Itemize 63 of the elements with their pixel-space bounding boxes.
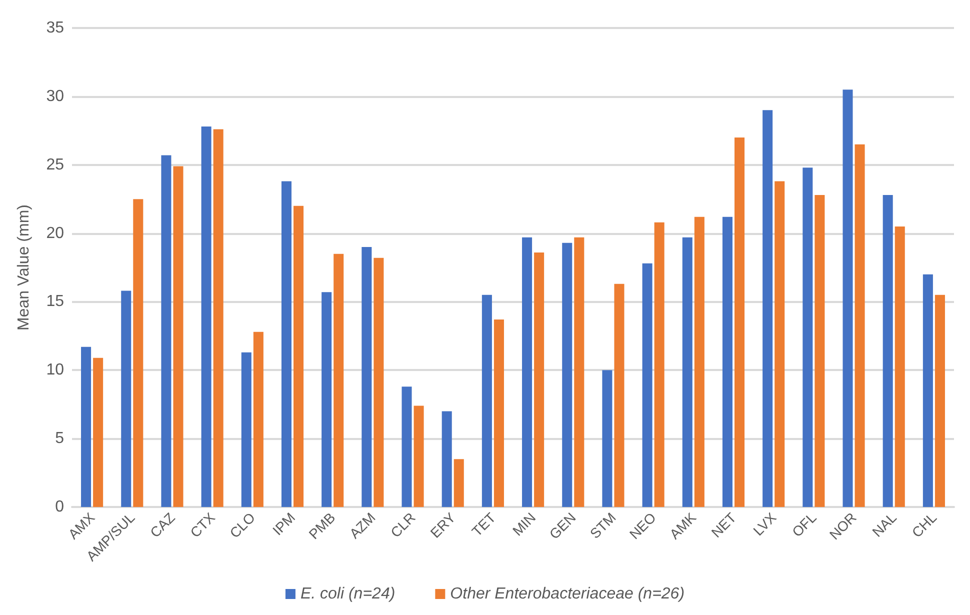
- y-tick-label: 25: [46, 156, 64, 174]
- bar: [482, 294, 492, 507]
- bar: [602, 370, 612, 507]
- y-tick-label: 10: [46, 362, 64, 379]
- bar: [722, 216, 732, 507]
- bar: [253, 332, 264, 507]
- bar: [362, 246, 372, 507]
- y-tick-label: 35: [46, 20, 64, 36]
- bar: [562, 242, 572, 507]
- bar: [442, 411, 452, 507]
- x-tick-label: TET: [468, 509, 499, 540]
- x-tick-label: IPM: [269, 509, 298, 538]
- legend-label: Other Enterobacteriaceae (n=26): [450, 586, 685, 602]
- legend-label: E. coli (n=24): [300, 586, 396, 602]
- bar: [213, 129, 224, 507]
- bar: [734, 137, 745, 507]
- bar: [454, 459, 464, 507]
- bar: [854, 144, 865, 507]
- bar: [414, 406, 424, 507]
- y-tick-label: 0: [55, 498, 64, 516]
- bar: [133, 199, 144, 507]
- bar: [934, 294, 945, 507]
- bar: [534, 252, 544, 507]
- bar: [201, 126, 212, 507]
- bar: [642, 263, 652, 507]
- bar: [522, 237, 532, 507]
- x-tick-label: CLR: [387, 509, 418, 540]
- bar: [922, 274, 933, 507]
- bar: [894, 226, 905, 507]
- bar: [654, 222, 664, 507]
- bar: [374, 258, 384, 507]
- y-tick-label: 5: [55, 430, 64, 448]
- bar: [882, 194, 893, 507]
- y-tick-label: 15: [46, 293, 64, 310]
- y-tick-label: 20: [46, 224, 64, 242]
- bar: [81, 346, 92, 507]
- y-tick-label: 30: [46, 88, 64, 105]
- x-tick-label: CLO: [226, 509, 258, 541]
- bar: [494, 320, 504, 507]
- bar: [762, 110, 773, 507]
- bar: [574, 237, 584, 507]
- bar: [281, 181, 292, 507]
- bar: [682, 237, 692, 507]
- x-tick-label: MIN: [509, 509, 539, 539]
- bar: [402, 386, 412, 507]
- x-tick-label: CHL: [908, 509, 940, 540]
- bar: [614, 284, 624, 507]
- bar: [294, 206, 304, 507]
- x-tick-label: OFL: [788, 509, 820, 540]
- bar: [814, 194, 825, 507]
- bar: [173, 166, 184, 507]
- bar: [161, 155, 172, 507]
- bar: [842, 90, 853, 507]
- x-tick-label: NAL: [868, 509, 900, 540]
- y-axis-title: Mean Value (mm): [16, 204, 32, 330]
- bar: [121, 290, 132, 507]
- bar: [802, 168, 813, 507]
- bar: [93, 358, 104, 507]
- bar: [241, 352, 252, 507]
- bar: [694, 216, 704, 507]
- bar: [774, 181, 785, 507]
- bar: [322, 292, 332, 507]
- bar: [334, 254, 344, 507]
